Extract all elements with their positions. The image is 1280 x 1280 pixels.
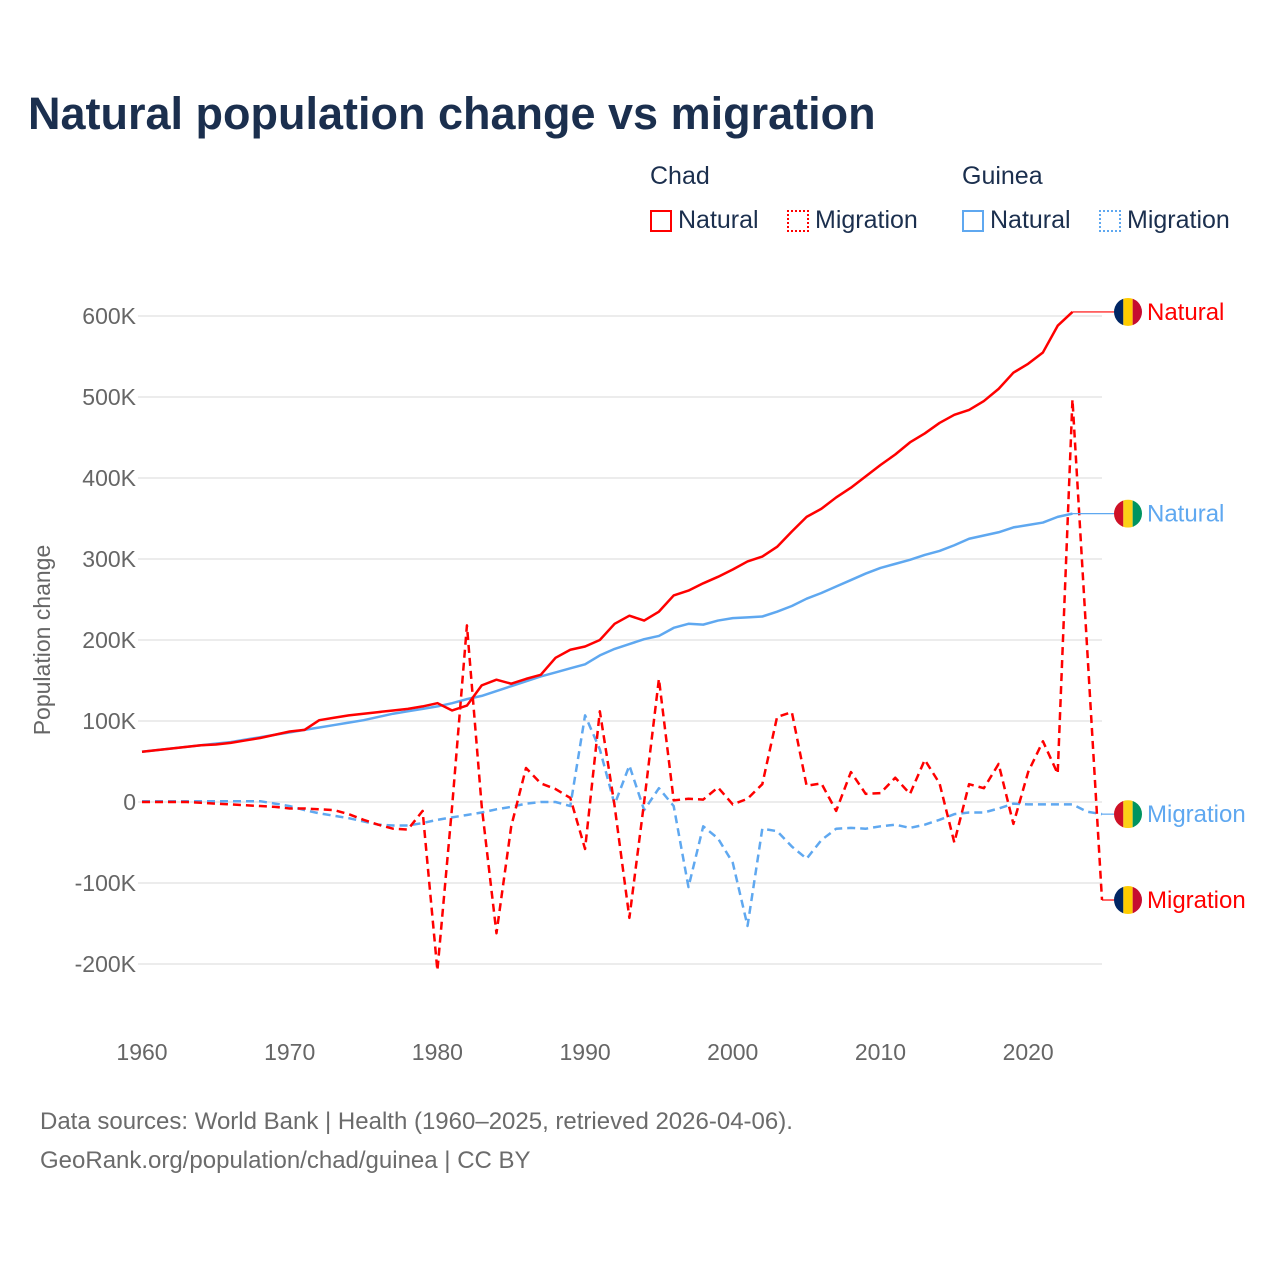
legend-label: Natural (990, 206, 1071, 234)
legend-label: Natural (678, 206, 759, 234)
y-tick-label: -200K (75, 951, 137, 977)
end-label: Natural (1147, 299, 1224, 326)
y-tick-label: 600K (82, 303, 136, 329)
x-tick-label: 1990 (559, 1039, 610, 1065)
y-tick-label: 300K (82, 546, 136, 572)
flag-icon-chad (1114, 297, 1142, 326)
flag-icon-guinea (1114, 499, 1142, 528)
legend-group-guinea: Guinea (962, 162, 1043, 190)
series-line-guinea-migration (142, 714, 1103, 928)
y-tick-label: 0 (123, 789, 136, 815)
chart-title: Natural population change vs migration (28, 88, 876, 139)
legend-item-chad-migration[interactable]: Migration (787, 206, 918, 235)
legend-swatch-solid (650, 209, 672, 232)
y-tick-label: 100K (82, 708, 136, 734)
footer-link[interactable]: GeoRank.org/population/chad/guinea | CC … (40, 1147, 531, 1174)
y-tick-label: 200K (82, 627, 136, 653)
legend-item-guinea-migration[interactable]: Migration (1099, 206, 1230, 235)
legend-item-guinea-natural[interactable]: Natural (962, 206, 1071, 235)
legend-swatch-dotted (787, 209, 809, 232)
y-tick-label: 400K (82, 465, 136, 491)
x-tick-label: 1980 (412, 1039, 463, 1065)
y-tick-label: -100K (75, 870, 137, 896)
end-label: Natural (1147, 501, 1224, 528)
y-tick-label: 500K (82, 384, 136, 410)
end-label: Migration (1147, 887, 1246, 914)
x-tick-label: 2000 (707, 1039, 758, 1065)
legend-group-chad: Chad (650, 162, 710, 190)
series-line-chad-migration (142, 398, 1104, 972)
series-line-chad-natural (141, 311, 1074, 754)
x-tick-label: 2010 (855, 1039, 906, 1065)
x-tick-label: 1960 (116, 1039, 167, 1065)
legend-swatch-dotted (1099, 209, 1121, 232)
y-axis-label: Population change (29, 545, 55, 736)
footer-sources: Data sources: World Bank | Health (1960–… (40, 1108, 793, 1135)
legend-label: Migration (1127, 206, 1230, 234)
x-tick-label: 2020 (1003, 1039, 1054, 1065)
legend-item-chad-natural[interactable]: Natural (650, 206, 759, 235)
flag-icon-guinea (1114, 800, 1142, 829)
end-label: Migration (1147, 801, 1246, 828)
legend-label: Migration (815, 206, 918, 234)
legend-swatch-solid (962, 209, 984, 232)
x-tick-label: 1970 (264, 1039, 315, 1065)
flag-icon-chad (1114, 886, 1142, 915)
